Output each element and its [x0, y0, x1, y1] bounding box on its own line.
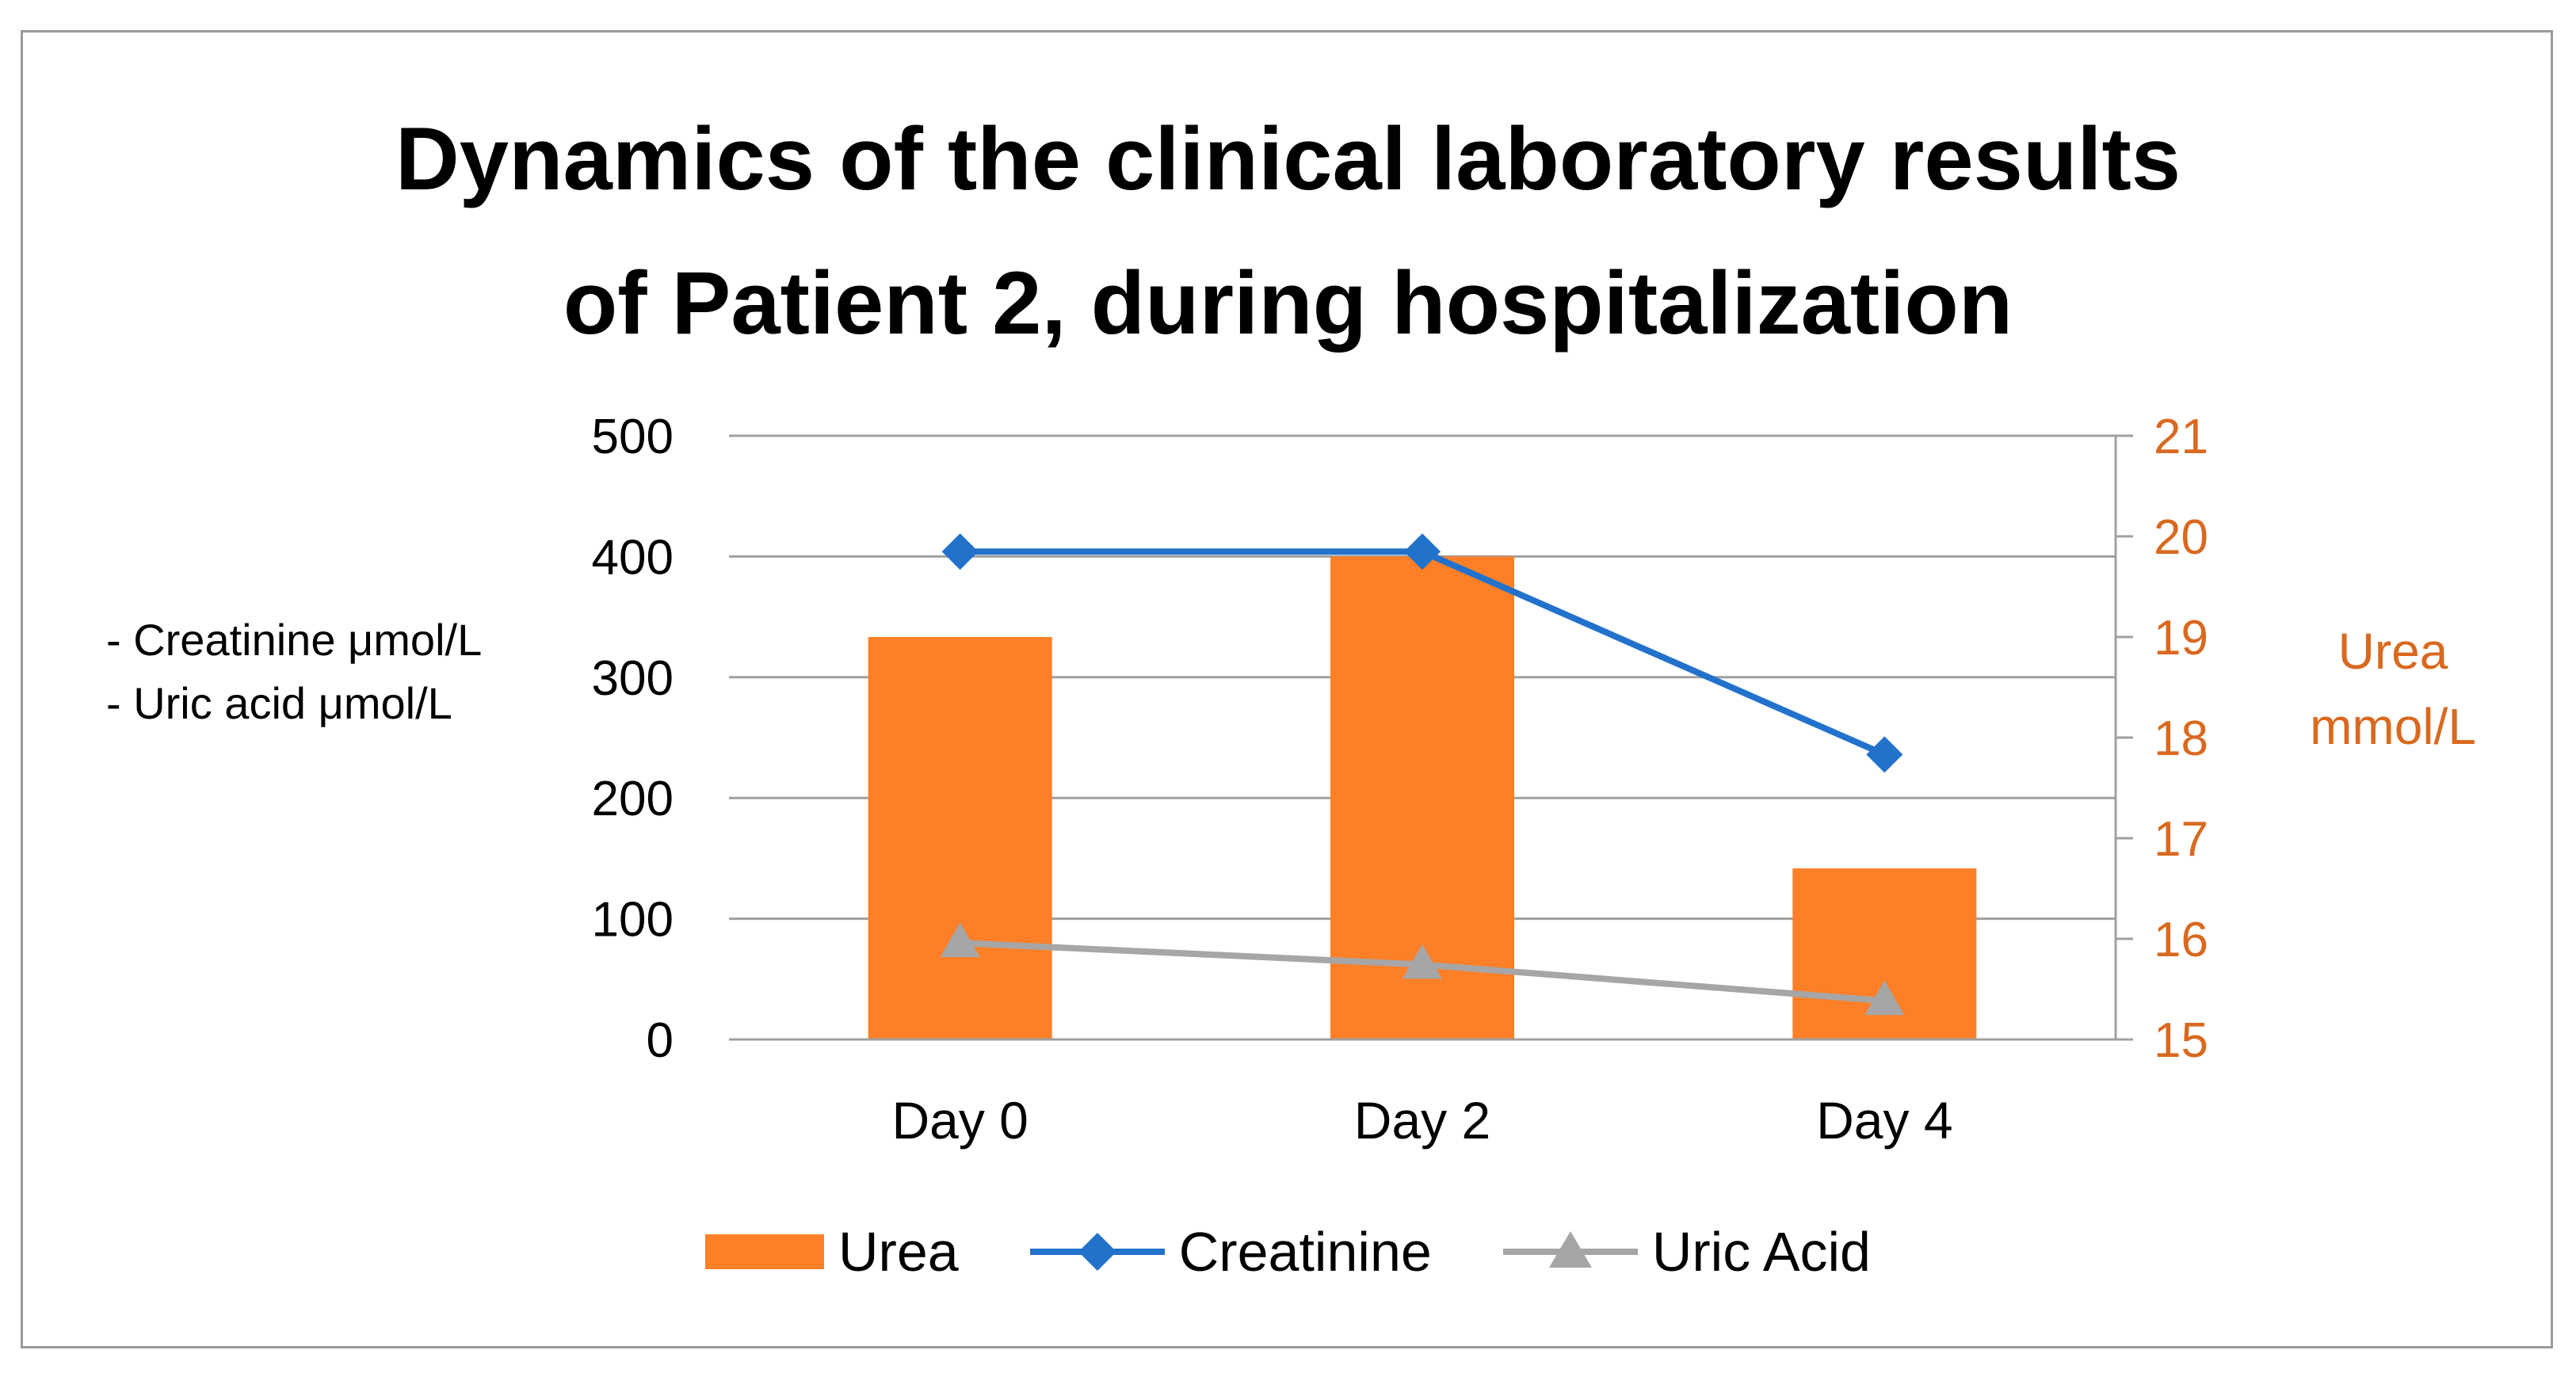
right-tick-label: 21	[2154, 410, 2208, 464]
bar-urea	[868, 637, 1052, 1039]
legend-creatinine-label: Creatinine	[1178, 1221, 1432, 1283]
right-axis-label-line-1: Urea	[2337, 623, 2448, 680]
left-tick-label: 300	[592, 651, 674, 706]
chart-frame	[21, 30, 2553, 1348]
point-creatinine	[1404, 533, 1441, 570]
right-axis-label-line-2: mmol/L	[2310, 698, 2476, 755]
legend-urea-swatch	[705, 1234, 824, 1269]
legend-uric-acid-swatch	[1502, 1231, 1638, 1268]
chart-title-line-1: Dynamics of the clinical laboratory resu…	[395, 109, 2181, 208]
right-tick-label: 17	[2154, 812, 2208, 867]
point-uric-acid	[1402, 944, 1442, 979]
right-tick-label: 20	[2154, 510, 2208, 565]
legend-urea-label: Urea	[838, 1221, 959, 1283]
left-axis-label-uric-acid: - Uric acid μmol/L	[106, 678, 452, 728]
legend-creatinine-swatch	[1029, 1233, 1165, 1271]
left-axis-label-creatinine: - Creatinine μmol/L	[106, 615, 483, 665]
legend-item-urea: Urea	[705, 1220, 959, 1283]
right-tick-label: 18	[2154, 711, 2208, 766]
right-tick-label: 19	[2154, 611, 2208, 666]
category-label: Day 2	[1354, 1091, 1490, 1150]
point-creatinine	[1866, 736, 1903, 773]
point-uric-acid	[1864, 980, 1905, 1016]
right-tick-label: 16	[2154, 913, 2208, 967]
right-tick-label: 15	[2154, 1013, 2208, 1068]
left-tick-label: 100	[592, 893, 674, 948]
point-uric-acid	[940, 922, 980, 958]
chart-legend: Urea Creatinine Uric Acid	[0, 1212, 2576, 1291]
point-creatinine	[941, 533, 979, 570]
chart-title-line-2: of Patient 2, during hospitalization	[563, 254, 2013, 353]
chart-title: Dynamics of the clinical laboratory resu…	[0, 87, 2576, 376]
legend-item-uric-acid: Uric Acid	[1502, 1220, 1871, 1283]
legend-uric-acid-label: Uric Acid	[1651, 1221, 1871, 1283]
left-tick-label: 0	[647, 1013, 674, 1068]
left-tick-label: 400	[592, 530, 674, 585]
category-label: Day 0	[891, 1091, 1028, 1150]
left-tick-label: 500	[592, 410, 674, 464]
category-label: Day 4	[1816, 1091, 1952, 1150]
left-tick-label: 200	[592, 772, 674, 826]
legend-item-creatinine: Creatinine	[1029, 1220, 1432, 1283]
